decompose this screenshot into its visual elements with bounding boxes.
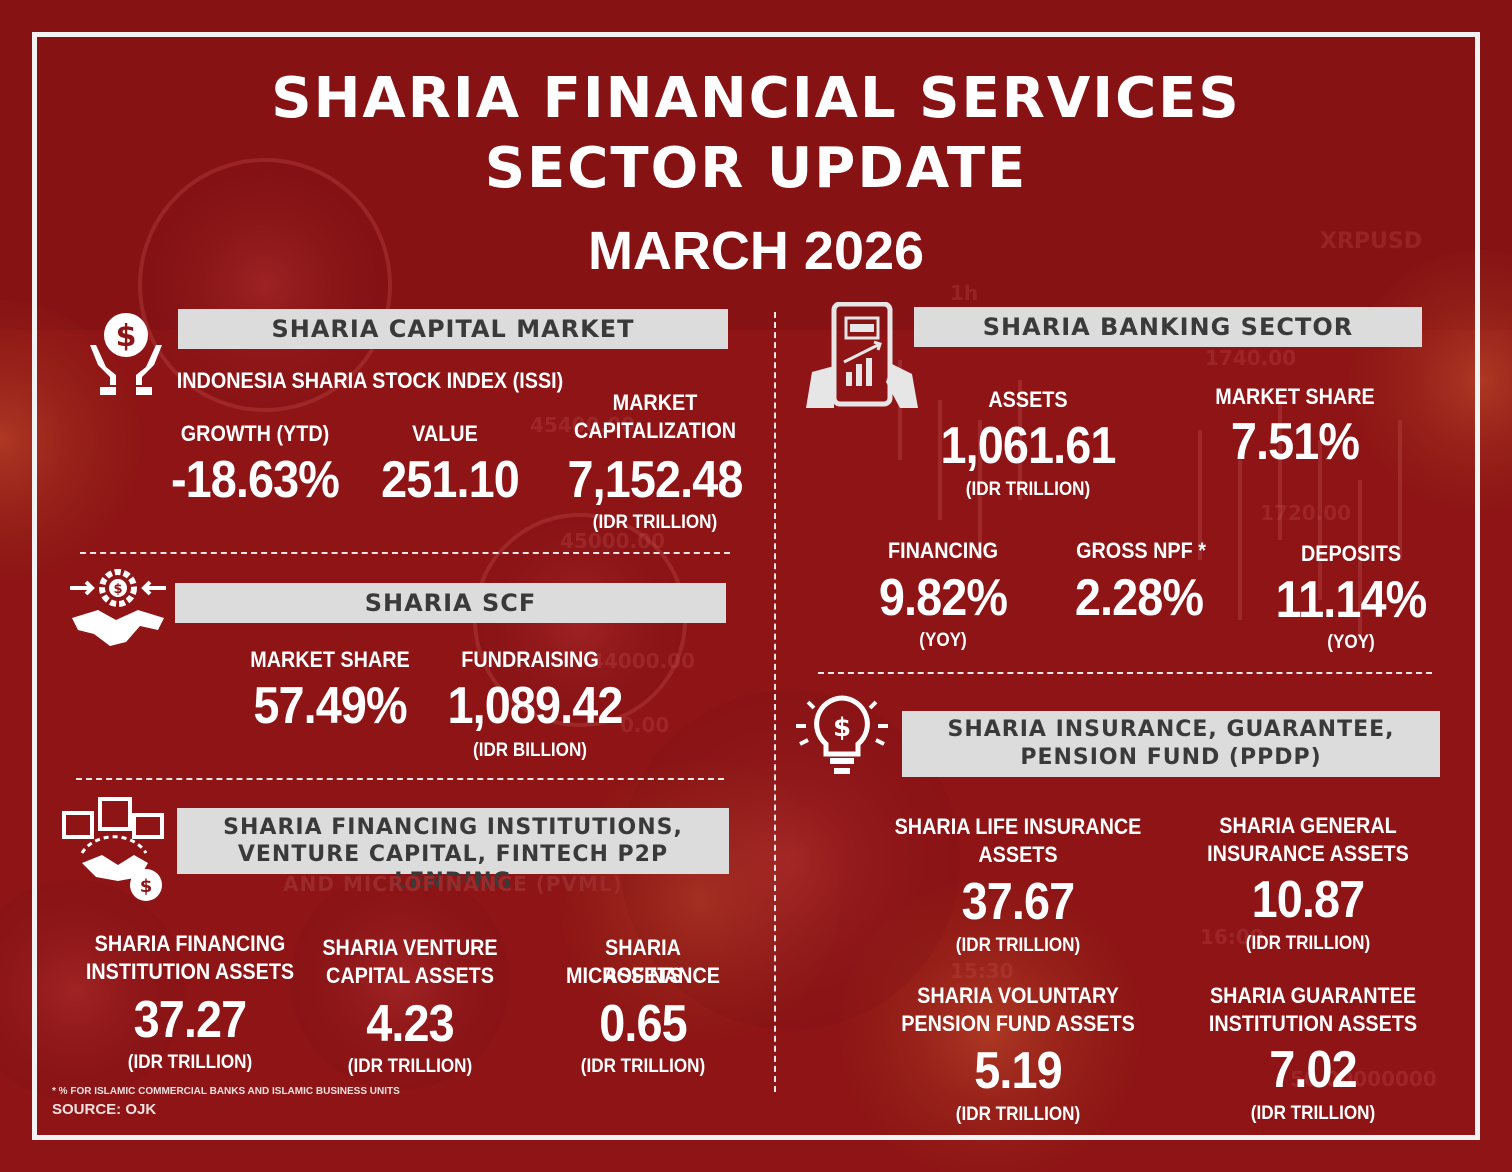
bank-financing-unit: (YOY) xyxy=(919,630,967,651)
ppdp-heading-line1: SHARIA INSURANCE, GUARANTEE, xyxy=(947,717,1395,742)
page-title-line1: SHARIA FINANCIAL SERVICES xyxy=(271,66,1241,131)
bank-share-label: MARKET SHARE xyxy=(1215,384,1375,409)
pvml-financing-unit: (IDR TRILLION) xyxy=(127,1052,253,1073)
section-divider xyxy=(76,778,724,780)
section-header-capital-market: SHARIA CAPITAL MARKET xyxy=(178,309,728,349)
issi-growth-label: GROWTH (YTD) xyxy=(180,421,330,446)
pvml-financing-label-1: SHARIA FINANCING xyxy=(94,931,286,956)
bank-deposits-unit: (YOY) xyxy=(1327,632,1375,653)
ppdp-life-unit: (IDR TRILLION) xyxy=(955,935,1081,956)
money-hands-icon: $ xyxy=(90,313,162,395)
pvml-micro-label-2: ASSETS xyxy=(603,963,683,988)
issi-value-value: 251.10 xyxy=(381,451,520,509)
svg-text:16:00: 16:00 xyxy=(1200,925,1264,949)
pvml-venture-unit: (IDR TRILLION) xyxy=(347,1056,473,1077)
svg-text:XRPUSD: XRPUSD xyxy=(1320,229,1422,254)
ppdp-general-label-2: INSURANCE ASSETS xyxy=(1207,841,1409,866)
section-header-scf: SHARIA SCF xyxy=(175,583,726,623)
bank-financing-value: 9.82% xyxy=(878,569,1008,627)
ppdp-life-label-2: ASSETS xyxy=(978,842,1058,867)
issi-cap-label-1: MARKET xyxy=(612,390,698,415)
column-divider xyxy=(774,312,776,1092)
footnote: * % FOR ISLAMIC COMMERCIAL BANKS AND ISL… xyxy=(52,1086,400,1097)
bank-deposits-value: 11.14% xyxy=(1275,571,1428,629)
ppdp-pension-unit: (IDR TRILLION) xyxy=(955,1104,1081,1125)
ppdp-general-value: 10.87 xyxy=(1251,871,1366,929)
pvml-financing-label-2: INSTITUTION ASSETS xyxy=(85,959,295,984)
coin-decor xyxy=(620,690,960,1030)
pvml-heading-line1: SHARIA FINANCING INSTITUTIONS, xyxy=(223,815,683,840)
scf-fund-label: FUNDRAISING xyxy=(461,647,599,672)
report-period: MARCH 2026 xyxy=(587,221,925,281)
bank-deposits-label: DEPOSITS xyxy=(1300,541,1402,566)
ppdp-pension-label-2: PENSION FUND ASSETS xyxy=(901,1011,1135,1036)
svg-text:0.00: 0.00 xyxy=(620,713,669,737)
pvml-heading-line2: VENTURE CAPITAL, FINTECH P2P LENDING xyxy=(237,842,669,894)
ppdp-life-value: 37.67 xyxy=(961,873,1076,931)
issi-cap-label-2: CAPITALIZATION xyxy=(573,418,737,443)
ppdp-pension-label-1: SHARIA VOLUNTARY xyxy=(917,983,1119,1008)
scf-share-label: MARKET SHARE xyxy=(250,647,410,672)
coin-decor xyxy=(290,870,510,1090)
ppdp-general-unit: (IDR TRILLION) xyxy=(1245,933,1371,954)
svg-text:1720.00: 1720.00 xyxy=(1260,501,1351,525)
bank-npf-label: GROSS NPF * xyxy=(1076,538,1206,563)
outer-frame xyxy=(32,32,1480,1140)
scf-share-value: 57.49% xyxy=(253,677,407,735)
svg-text:$: $ xyxy=(113,582,122,597)
bank-share-value: 7.51% xyxy=(1230,413,1360,471)
scf-fund-unit: (IDR BILLION) xyxy=(473,740,587,761)
pvml-financing-value: 37.27 xyxy=(133,991,248,1049)
coin-decor xyxy=(0,880,185,1100)
pvml-micro-value: 0.65 xyxy=(599,995,687,1053)
pvml-micro-label-1: SHARIA MICROFINANCE xyxy=(565,935,720,988)
lightbulb-money-icon: $ xyxy=(796,695,888,774)
ppdp-guarantee-label-1: SHARIA GUARANTEE xyxy=(1209,983,1417,1008)
bank-assets-label: ASSETS xyxy=(988,387,1068,412)
svg-text:15:30: 15:30 xyxy=(950,959,1014,983)
pvml-heading-line3: AND MICROFINANCE (PVML) xyxy=(283,872,623,896)
pvml-venture-value: 4.23 xyxy=(366,995,454,1053)
issi-value-label: VALUE xyxy=(412,421,478,446)
svg-text:44000.00: 44000.00 xyxy=(590,649,695,673)
svg-text:$: $ xyxy=(116,319,137,354)
ppdp-pension-value: 5.19 xyxy=(974,1042,1062,1100)
pvml-venture-label-1: SHARIA VENTURE xyxy=(322,935,498,960)
section-divider xyxy=(818,672,1432,674)
issi-cap-value: 7,152.48 xyxy=(567,451,744,509)
issi-cap-unit: (IDR TRILLION) xyxy=(592,512,718,533)
svg-text:$: $ xyxy=(140,876,153,897)
svg-text:1h: 1h xyxy=(950,281,978,305)
ppdp-general-label-1: SHARIA GENERAL xyxy=(1219,813,1397,838)
svg-text:1740.00: 1740.00 xyxy=(1205,346,1296,370)
pvml-venture-label-2: CAPITAL ASSETS xyxy=(326,963,494,988)
bank-npf-value: 2.28% xyxy=(1074,569,1204,627)
bank-assets-unit: (IDR TRILLION) xyxy=(965,479,1091,500)
bank-assets-value: 1,061.61 xyxy=(940,417,1117,475)
bank-financing-label: FINANCING xyxy=(888,538,998,563)
svg-text:$: $ xyxy=(833,713,851,743)
section-header-ppdp: SHARIA INSURANCE, GUARANTEE, PENSION FUN… xyxy=(902,711,1440,777)
ppdp-life-label-1: SHARIA LIFE INSURANCE xyxy=(894,814,1142,839)
svg-text:50.00000000: 50.00000000 xyxy=(1290,1067,1437,1091)
issi-growth-value: -18.63% xyxy=(170,451,340,509)
section-divider xyxy=(80,552,730,554)
svg-text:45400.00: 45400.00 xyxy=(530,413,635,437)
handshake-gear-icon: $ xyxy=(70,569,166,646)
page-title-line2: SECTOR UPDATE xyxy=(484,136,1028,201)
ppdp-guarantee-value: 7.02 xyxy=(1269,1041,1357,1099)
pvml-micro-unit: (IDR TRILLION) xyxy=(580,1056,706,1077)
mobile-banking-icon xyxy=(806,302,918,408)
source-note: SOURCE: OJK xyxy=(52,1101,157,1118)
ppdp-heading-line2: PENSION FUND (PPDP) xyxy=(1020,745,1322,770)
section-header-banking: SHARIA BANKING SECTOR xyxy=(914,307,1422,347)
ppdp-guarantee-label-2: INSTITUTION ASSETS xyxy=(1208,1011,1418,1036)
section-header-pvml: SHARIA FINANCING INSTITUTIONS, VENTURE C… xyxy=(177,808,729,894)
issi-subtitle: INDONESIA SHARIA STOCK INDEX (ISSI) xyxy=(176,368,564,393)
scf-fund-value: 1,089.42 xyxy=(447,677,624,735)
buildings-moneybag-icon: $ xyxy=(62,797,164,901)
svg-text:45000.00: 45000.00 xyxy=(560,529,665,553)
ppdp-guarantee-unit: (IDR TRILLION) xyxy=(1250,1103,1376,1124)
